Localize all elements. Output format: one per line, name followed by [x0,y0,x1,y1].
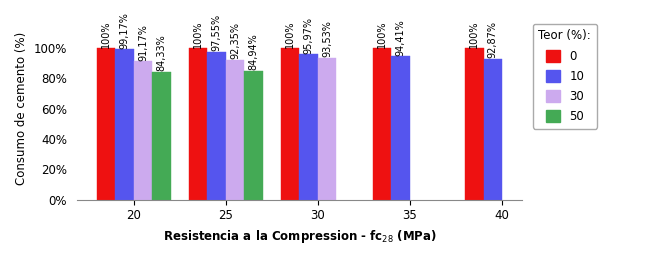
X-axis label: Resistencia a la Compression - fc$_{28}$ (MPa): Resistencia a la Compression - fc$_{28}$… [163,228,436,245]
Text: 100%: 100% [285,20,295,48]
Text: 92,35%: 92,35% [230,22,240,59]
Bar [226,60,244,200]
Bar [299,54,318,200]
Text: 92,87%: 92,87% [488,21,498,58]
Text: 94,41%: 94,41% [396,19,406,56]
Text: 100%: 100% [101,20,111,48]
Text: 95,97%: 95,97% [303,17,313,54]
Bar [134,61,152,200]
Bar [391,56,410,200]
Text: 99,17%: 99,17% [120,12,130,49]
Text: 91,17%: 91,17% [138,24,148,61]
Text: 84,94%: 84,94% [249,34,258,70]
Bar [244,71,262,200]
Bar [208,52,226,200]
Text: 100%: 100% [193,20,203,48]
Legend: 0, 10, 30, 50: 0, 10, 30, 50 [533,23,597,129]
Bar [318,58,336,200]
Bar [189,48,208,200]
Bar [152,72,171,200]
Bar [484,59,502,200]
Text: 93,53%: 93,53% [322,21,332,57]
Y-axis label: Consumo de cemento (%): Consumo de cemento (%) [15,32,28,185]
Text: 100%: 100% [469,20,479,48]
Text: 100%: 100% [377,20,387,48]
Bar [373,48,391,200]
Bar [281,48,299,200]
Bar [97,48,115,200]
Text: 84,33%: 84,33% [157,35,167,71]
Bar [115,49,134,200]
Bar [465,48,484,200]
Text: 97,55%: 97,55% [212,14,221,51]
